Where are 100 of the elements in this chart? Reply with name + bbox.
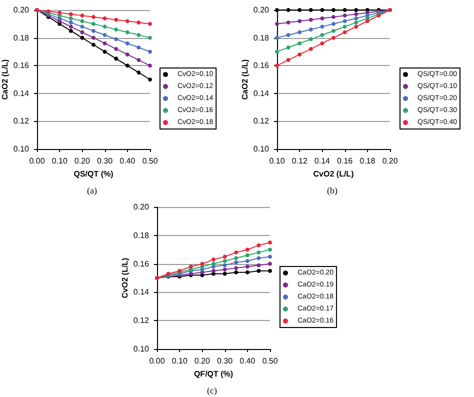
x-tick-label: 0.00 [29,156,46,166]
point [342,8,347,12]
point [354,20,358,25]
point [102,16,107,20]
point [80,30,84,34]
text: (a) [87,186,97,196]
point [102,24,107,29]
point [332,28,336,33]
point [308,37,313,42]
point [308,8,313,12]
point [275,22,279,26]
point [80,36,84,40]
y-tick-label: 0.18 [253,33,270,42]
point [342,24,347,29]
x-tick-label: 0.20 [382,156,398,166]
point [342,14,347,18]
x-tick-label: 0.18 [360,156,376,166]
point [234,266,238,270]
point [286,33,290,38]
point [114,37,118,42]
x-tick-label: 0.10 [269,156,286,166]
x-axis-title: QF/QT (%) [194,369,234,378]
point [332,14,336,19]
point [365,19,370,24]
x-tick-label: 0.16 [337,156,354,166]
point [58,10,62,15]
x-tick-label: 0.00 [149,356,166,366]
point [298,52,302,56]
x-tick-label: 0.40 [240,356,256,366]
y-tick-label: 0.12 [253,116,270,126]
x-tick-label: 0.30 [217,356,234,366]
y-tick-label: 0.20 [133,202,150,212]
point [92,14,96,19]
y-axis-title: CaO2 (L/L) [240,58,250,100]
point [125,41,130,46]
point [308,46,313,51]
point [136,58,141,62]
point [245,258,250,263]
point [234,250,238,254]
point [320,16,324,20]
y-axis-title: CvO2 (L/L) [120,257,130,298]
y-axis-title: CaO2 (L/L) [0,58,10,100]
point [234,260,238,264]
point [286,8,290,12]
point [188,264,193,269]
y-tick-label: 0.16 [133,259,150,268]
point [68,20,73,25]
point [148,78,152,82]
point [92,36,96,40]
point [92,28,96,33]
point [92,22,96,26]
point [286,20,290,25]
x-axis-title: CvO2 (L/L) [313,169,354,178]
point [92,42,96,47]
point [200,262,204,266]
point [136,20,141,25]
point [286,58,290,62]
point [222,267,227,272]
x-tick-label: 0.50 [262,356,278,366]
text: (c) [207,386,217,396]
y-tick-label: 0.10 [13,144,30,154]
y-tick-label: 0.10 [253,144,270,154]
point [68,24,73,29]
y-tick-label: 0.16 [253,61,270,70]
point [320,33,324,38]
point [354,8,358,12]
point [125,64,130,68]
x-axis-title: QS/QT (%) [74,169,114,178]
point [354,24,358,29]
point [125,52,130,56]
point [245,248,250,252]
point [212,262,216,266]
point [125,19,130,24]
point [320,24,324,29]
point [234,256,238,260]
point [256,243,261,248]
point [102,33,107,38]
point [80,19,84,24]
y-tick-label: 0.10 [133,344,150,354]
point [68,12,73,16]
x-tick-label: 0.20 [194,356,211,366]
x-tick-label: 0.20 [74,156,91,166]
point [222,272,227,276]
point [332,8,336,12]
point [342,19,347,24]
point [268,254,272,259]
point [80,14,84,18]
point [320,8,324,12]
point [102,50,107,54]
point [275,50,279,54]
point [268,262,272,266]
x-tick-label: 0.14 [314,156,331,166]
point [148,22,152,26]
point [148,50,152,54]
y-tick-label: 0.12 [13,116,30,126]
y-tick-label: 0.14 [133,288,150,297]
point [222,263,227,268]
y-tick-label: 0.20 [253,6,270,14]
y-tick-label: 0.18 [133,230,150,240]
point [212,258,216,262]
